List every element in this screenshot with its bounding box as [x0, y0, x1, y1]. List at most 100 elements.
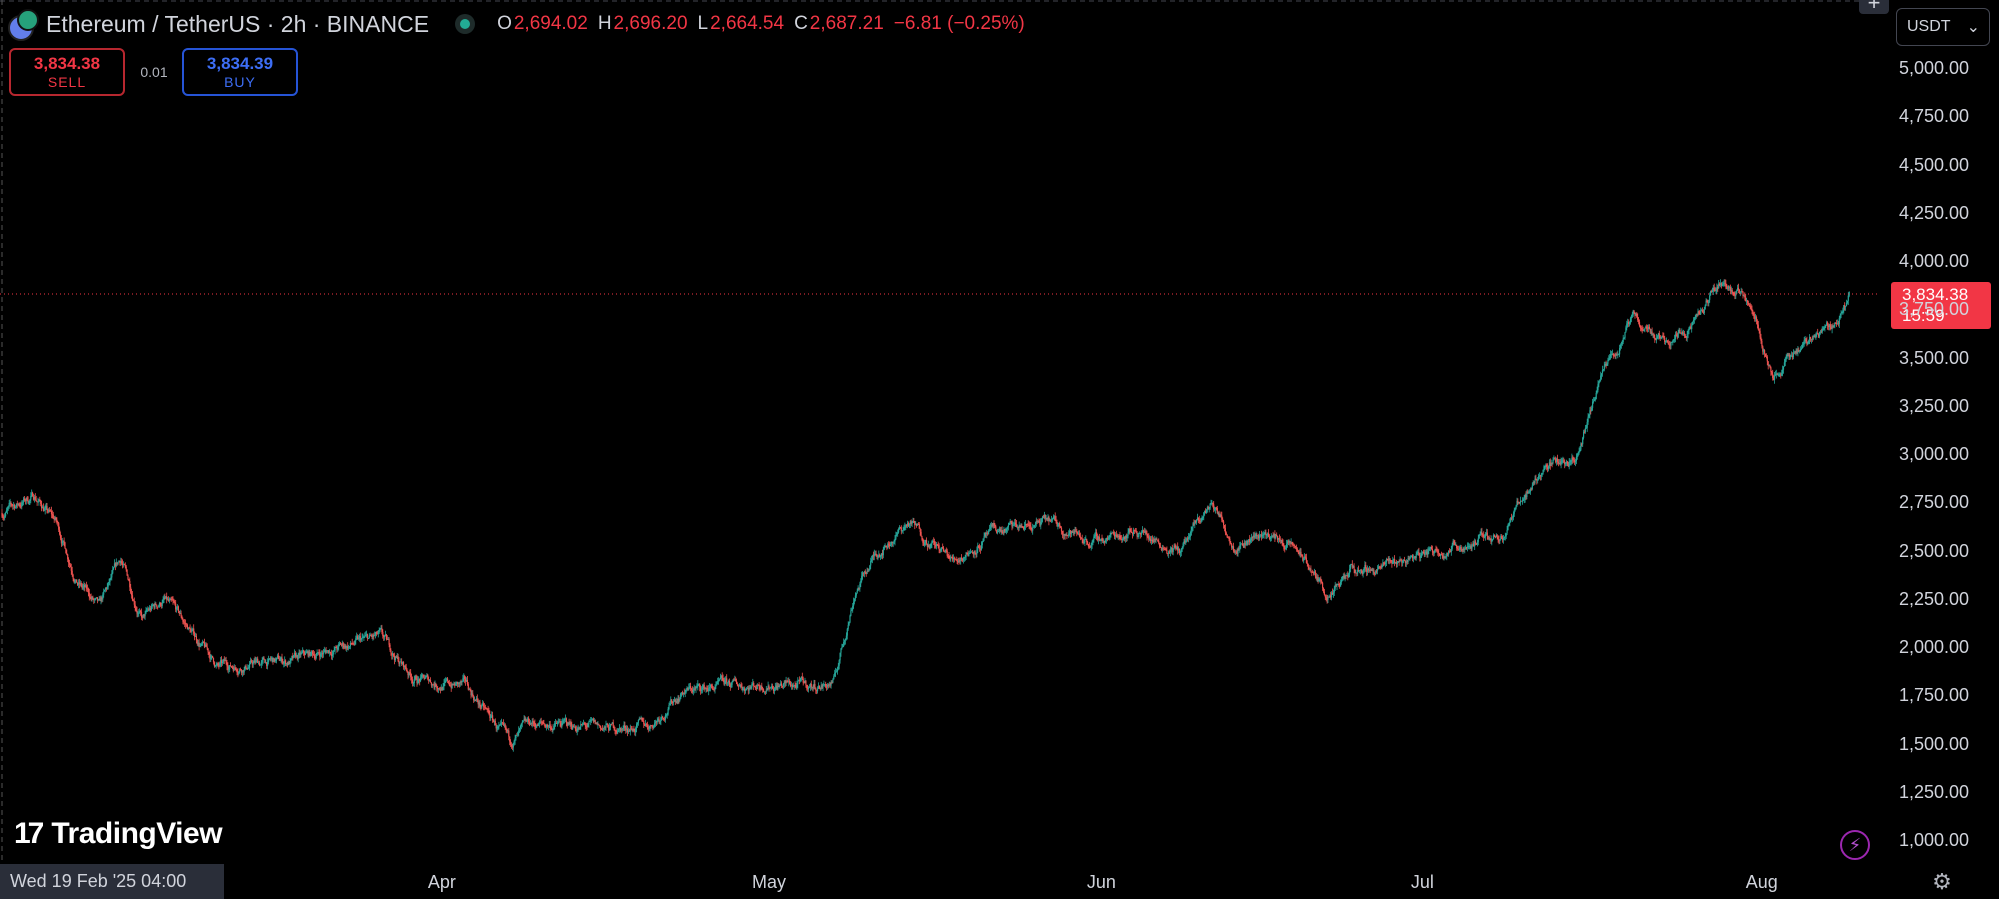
candle-body — [111, 573, 113, 578]
candle-body — [1719, 283, 1722, 285]
candle-body — [1029, 525, 1031, 527]
symbol-title[interactable]: Ethereum / TetherUS · 2h · BINANCE — [46, 10, 430, 37]
candle-body — [357, 636, 359, 639]
candle-body — [98, 598, 100, 600]
market-open-status-icon[interactable] — [455, 14, 476, 34]
tradingview-logo[interactable]: 17 TradingView — [14, 816, 223, 852]
lightning-icon[interactable]: ⚡ — [1840, 830, 1870, 860]
candle-body — [1445, 556, 1447, 558]
candle-body — [573, 726, 575, 728]
candle-body — [68, 562, 71, 565]
candle-body — [565, 718, 567, 723]
candle-body — [1105, 538, 1108, 541]
candle-body — [362, 637, 364, 638]
candle-body — [909, 521, 911, 525]
candle-body — [699, 683, 701, 688]
currency-dropdown[interactable]: USDT ⌄ — [1896, 8, 1990, 46]
candle-body — [1480, 532, 1482, 534]
candle-body — [432, 684, 434, 686]
candle-body — [1506, 529, 1508, 534]
buy-button[interactable]: 3,834.39 BUY — [182, 48, 298, 96]
candle-body — [1207, 507, 1209, 509]
candle-body — [1836, 323, 1838, 324]
candle-body — [244, 665, 246, 670]
candle-body — [730, 684, 732, 687]
candle-body — [100, 597, 102, 601]
candle-body — [895, 534, 897, 539]
candle-body — [1353, 566, 1355, 570]
price-tick-label: 1,000.00 — [1899, 830, 1970, 850]
candle-body — [1119, 536, 1121, 539]
candle-body — [1326, 598, 1328, 600]
gear-icon[interactable]: ⚙ — [1932, 869, 1952, 894]
candle-body — [1141, 532, 1143, 535]
candle-body — [300, 653, 302, 655]
sell-button[interactable]: 3,834.38 SELL — [9, 48, 125, 96]
candle-body — [1249, 539, 1251, 542]
candle-body — [979, 547, 981, 549]
candle-body — [1199, 520, 1201, 522]
candle-body — [812, 687, 814, 688]
candle-body — [1220, 514, 1222, 516]
candle-body — [453, 683, 455, 685]
candle-body — [1234, 551, 1236, 553]
candle-body — [853, 598, 856, 602]
candle-body — [560, 723, 562, 727]
candle-body — [1314, 571, 1316, 577]
candle-body — [889, 544, 891, 546]
candle-body — [440, 687, 442, 691]
candle-body — [548, 724, 550, 727]
candle-body — [1383, 562, 1385, 564]
candle-body — [1770, 367, 1772, 372]
candle-body — [28, 501, 30, 504]
candle-body — [832, 679, 834, 683]
candle-body — [922, 539, 924, 543]
candle-body — [1747, 302, 1749, 305]
candle-body — [810, 683, 812, 688]
candle-body — [325, 650, 327, 653]
candle-body — [555, 723, 557, 724]
candle-body — [466, 680, 468, 685]
candle-body — [1033, 525, 1036, 527]
candle-body — [1602, 369, 1604, 371]
candle-body — [264, 659, 266, 663]
candle-body — [1722, 283, 1724, 285]
candle-body — [645, 724, 648, 725]
candle-body — [168, 600, 170, 602]
add-plus-icon[interactable]: + — [1859, 0, 1889, 15]
candle-body — [951, 556, 953, 558]
candle-body — [1079, 536, 1081, 539]
candle-body — [1097, 536, 1099, 540]
candle-body — [733, 679, 735, 681]
candle-body — [1161, 547, 1163, 550]
candle-body — [1363, 568, 1365, 570]
ohlc-key: O — [497, 13, 512, 34]
candle-body — [681, 692, 683, 694]
candle-body — [87, 588, 89, 593]
candle-body — [582, 723, 584, 725]
candle-body — [973, 550, 975, 555]
candle-body — [35, 499, 37, 502]
candle-body — [1591, 407, 1593, 412]
candle-body — [1275, 534, 1277, 538]
candle-body — [1634, 312, 1636, 316]
candle-body — [1015, 522, 1017, 525]
time-tick-label: Aug — [1745, 872, 1778, 892]
candle-body — [606, 724, 608, 725]
candle-body — [407, 672, 409, 676]
candle-body — [905, 525, 907, 527]
candle-body — [645, 724, 647, 726]
candle-body — [838, 660, 840, 666]
candle-body — [965, 552, 967, 557]
candle-body — [1725, 283, 1727, 288]
candle-body — [92, 597, 94, 600]
candle-body — [1384, 562, 1386, 564]
candle-body — [1511, 517, 1514, 519]
candle-body — [172, 600, 174, 602]
candle-body — [1257, 535, 1259, 537]
candle-body — [492, 720, 495, 722]
candle-body — [386, 639, 388, 640]
candle-body — [1612, 353, 1614, 356]
candle-body — [76, 579, 78, 583]
